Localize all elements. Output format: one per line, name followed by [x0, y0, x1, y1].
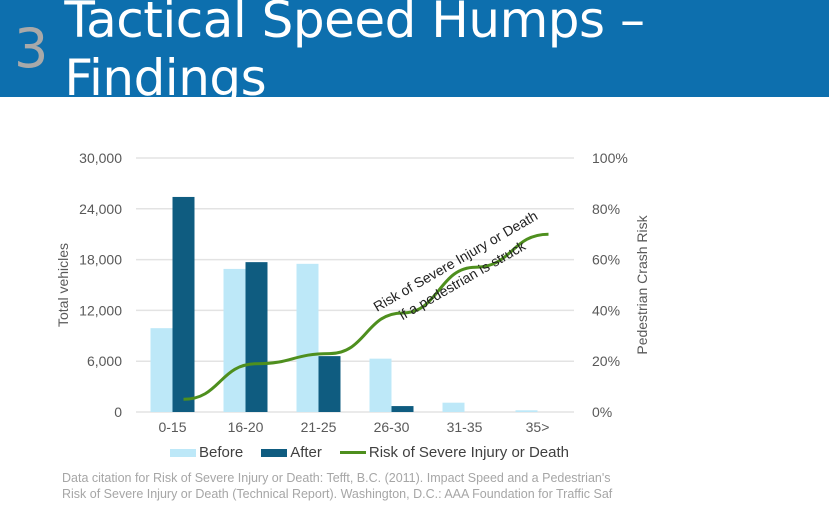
- bar-after: [172, 196, 195, 412]
- x-tick-label: 16-20: [228, 419, 264, 435]
- x-tick-label: 35>: [526, 419, 550, 435]
- citation-line2: Risk of Severe Injury or Death (Technica…: [62, 487, 613, 501]
- bar-before: [369, 358, 392, 412]
- y-tick-label: 6,000: [87, 353, 122, 369]
- y2-tick-label: 0%: [592, 404, 612, 420]
- bar-before: [442, 402, 465, 412]
- annotation-line1: Risk of Severe Injury or Death: [371, 207, 541, 314]
- legend-after: After: [261, 444, 322, 461]
- bar-after: [318, 356, 341, 412]
- legend-before-label: Before: [199, 444, 244, 461]
- slide-number: 3: [14, 17, 49, 80]
- x-tick-label: 31-35: [447, 419, 483, 435]
- citation-line1: Data citation for Risk of Severe Injury …: [62, 471, 611, 485]
- bar-after: [391, 406, 414, 412]
- x-tick-label: 26-30: [374, 419, 410, 435]
- risk-swatch: [339, 451, 366, 454]
- y-tick-label: 12,000: [79, 302, 122, 318]
- legend-risk-label: Risk of Severe Injury or Death: [368, 444, 569, 461]
- risk-line: [183, 232, 549, 401]
- slide-title: Tactical Speed Humps – Findings: [64, 0, 645, 107]
- y-tick-label: 24,000: [79, 201, 122, 217]
- y2-tick-label: 20%: [592, 353, 620, 369]
- y2-tick-label: 80%: [592, 201, 620, 217]
- bar-after: [245, 262, 268, 412]
- y-tick-label: 30,000: [79, 150, 122, 166]
- after-swatch: [261, 448, 288, 457]
- legend: Before After Risk of Severe Injury or De…: [170, 444, 587, 461]
- y-tick-label: 0: [114, 404, 122, 420]
- legend-after-label: After: [290, 444, 322, 461]
- legend-before: Before: [170, 444, 243, 461]
- bar-before: [150, 328, 173, 412]
- title-banner: 3 Tactical Speed Humps – Findings: [0, 0, 829, 107]
- legend-risk: Risk of Severe Injury or Death: [339, 444, 569, 461]
- bar-before: [296, 263, 319, 412]
- y-axis-label: Total vehicles: [55, 243, 71, 327]
- y-tick-label: 18,000: [79, 252, 122, 268]
- citation: Data citation for Risk of Severe Injury …: [62, 470, 612, 502]
- bar-before: [223, 268, 246, 412]
- before-swatch: [170, 448, 196, 457]
- y2-tick-label: 100%: [592, 150, 628, 166]
- y2-axis-label: Pedestrian Crash Risk: [634, 214, 650, 354]
- x-tick-label: 0-15: [158, 419, 186, 435]
- bar-before: [515, 410, 538, 412]
- y2-tick-label: 60%: [592, 252, 620, 268]
- y2-tick-label: 40%: [592, 302, 620, 318]
- x-tick-label: 21-25: [301, 419, 337, 435]
